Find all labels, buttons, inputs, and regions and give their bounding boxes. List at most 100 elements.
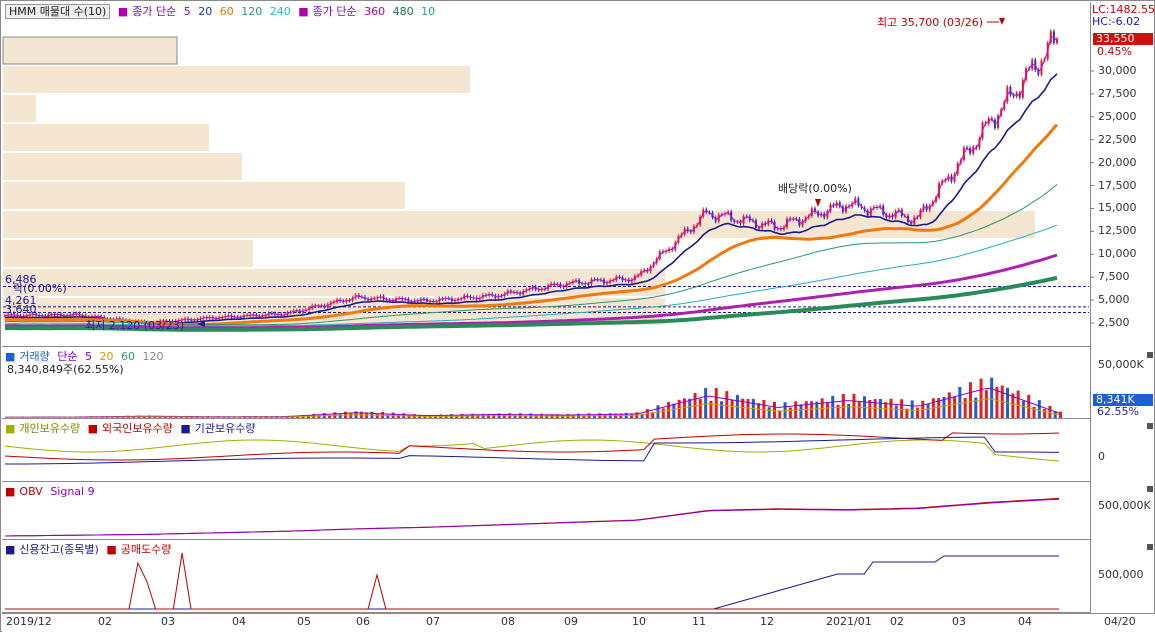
volume-bar-193 xyxy=(1027,394,1031,418)
volume-bar-129 xyxy=(688,398,692,418)
volume-bar-74 xyxy=(396,415,400,418)
volume-bar-144 xyxy=(767,407,771,418)
legend-p480: 480 xyxy=(392,5,414,18)
volume-bar-96 xyxy=(513,415,517,418)
title-box[interactable]: HMM 매물대 수(10) xyxy=(5,4,111,19)
volume-ma120: 120 xyxy=(142,350,164,363)
volume-bar-143 xyxy=(762,399,766,418)
ref-line-1: 6,486 xyxy=(5,273,37,286)
x-label-11: 12 xyxy=(760,615,774,628)
volume-bar-61 xyxy=(328,415,332,418)
holdings-close-icon[interactable] xyxy=(1147,423,1153,429)
right-lc: LC:1482.55 xyxy=(1092,3,1155,16)
volume-pane[interactable] xyxy=(2,347,1090,419)
volume-profile-bar-8 xyxy=(3,269,665,296)
volume-bar-161 xyxy=(857,401,861,418)
holdings-legend: ■ 개인보유수량 ■ 외국인보유수량 ■ 기관보유수량 xyxy=(5,422,260,435)
legend-p360: 360 xyxy=(364,5,386,18)
volume-bar-174 xyxy=(926,403,930,418)
volume-bar-168 xyxy=(894,405,898,418)
volume-bar-107 xyxy=(571,415,575,418)
holdings-axis[interactable] xyxy=(1090,419,1155,482)
volume-bar-157 xyxy=(836,404,840,418)
legend-p20: 20 xyxy=(198,5,213,18)
volume-bar-166 xyxy=(884,402,888,418)
volume-bar-184 xyxy=(979,378,983,418)
price-pane[interactable] xyxy=(2,2,1090,347)
credit-tick: 500,000 xyxy=(1098,568,1144,581)
ref-tag: 락(0.00%) xyxy=(13,282,67,295)
price-tick-5: 17,500 xyxy=(1098,178,1137,192)
dividend-label: 배당락(0.00%) xyxy=(778,182,852,195)
credit-close-icon[interactable] xyxy=(1147,544,1153,550)
volume-ma-label: 단순 xyxy=(57,350,78,363)
credit-legend: ■ 신용잔고(종목별) ■ 공매도수량 xyxy=(5,543,175,556)
x-label-6: 07 xyxy=(426,615,440,628)
volume-bar-132 xyxy=(704,388,708,418)
volume-bar-199 xyxy=(1059,411,1062,418)
price-tick-4: 20,000 xyxy=(1098,155,1137,169)
volume-bar-194 xyxy=(1032,406,1036,418)
credit-s2: 공매도수량 xyxy=(120,543,172,556)
legend-p5: 5 xyxy=(183,5,191,18)
obv-axis[interactable] xyxy=(1090,482,1155,540)
price-tick-10: 5,000 xyxy=(1098,293,1130,307)
volume-bar-170 xyxy=(905,408,909,418)
holdings-individual-line xyxy=(4,439,1060,462)
price-axis[interactable] xyxy=(1090,2,1155,347)
volume-bar-198 xyxy=(1053,411,1057,418)
volume-bar-155 xyxy=(825,402,829,418)
volume-bar-145 xyxy=(772,401,776,418)
volume-bar-70 xyxy=(375,413,379,418)
holdings-s3: 기관보유수량 xyxy=(194,422,256,435)
volume-sub: 8,340,849주(62.55%) xyxy=(7,363,124,376)
volume-bar-171 xyxy=(910,400,914,418)
x-label-12: 2021/01 xyxy=(826,615,872,628)
volume-bar-126 xyxy=(672,403,676,418)
obv-line xyxy=(4,497,1060,537)
volume-bar-158 xyxy=(841,393,845,418)
volume-bar-131 xyxy=(698,398,702,418)
volume-bar-120 xyxy=(640,413,644,418)
volume-bar-160 xyxy=(852,393,856,418)
volume-bar-72 xyxy=(386,414,390,418)
legend-square: ■ xyxy=(117,5,129,18)
volume-axis[interactable] xyxy=(1090,347,1155,419)
price-tick-3: 22,500 xyxy=(1098,132,1137,146)
x-label-5: 06 xyxy=(356,615,370,628)
obv-close-icon[interactable] xyxy=(1147,486,1153,492)
price-tick-11: 2,500 xyxy=(1098,316,1130,329)
holdings-s1: 개인보유수량 xyxy=(19,422,81,435)
x-label-16: 04/20 xyxy=(1104,615,1136,628)
credit-s1: 신용잔고(종목별) xyxy=(19,543,99,556)
volume-bar-153 xyxy=(815,401,819,418)
legend-close2-label: 종가 단순 xyxy=(312,5,357,18)
holdings-pane[interactable] xyxy=(2,419,1090,482)
volume-pct: 62.55% xyxy=(1097,405,1139,418)
ref-line-2: 4,261 xyxy=(5,294,37,307)
volume-bar-167 xyxy=(889,398,893,418)
volume-bar-186 xyxy=(990,377,994,418)
volume-ma5: 5 xyxy=(85,350,93,363)
volume-bar-59 xyxy=(317,415,321,418)
volume-bar-83 xyxy=(444,415,448,418)
volume-bar-146 xyxy=(778,410,782,418)
obv-pane[interactable] xyxy=(2,482,1090,540)
change-pct: 0.45% xyxy=(1097,45,1132,58)
x-label-9: 10 xyxy=(632,615,646,628)
volume-close-icon[interactable] xyxy=(1147,352,1153,358)
low-marker-icon xyxy=(197,321,205,327)
volume-bar-98 xyxy=(524,415,528,418)
credit-pane[interactable] xyxy=(2,540,1090,613)
volume-bar-111 xyxy=(592,415,596,418)
volume-bar-182 xyxy=(968,382,972,418)
x-axis[interactable] xyxy=(2,613,1155,633)
candle-0 xyxy=(4,315,6,317)
price-tick-2: 25,000 xyxy=(1098,109,1137,123)
price-tick-0: 30,000 xyxy=(1098,64,1137,77)
credit-axis[interactable] xyxy=(1090,540,1155,613)
volume-bar-192 xyxy=(1021,400,1025,418)
volume-bar-87 xyxy=(465,415,469,418)
volume-bar-172 xyxy=(915,407,919,418)
volume-bar-181 xyxy=(963,398,967,418)
